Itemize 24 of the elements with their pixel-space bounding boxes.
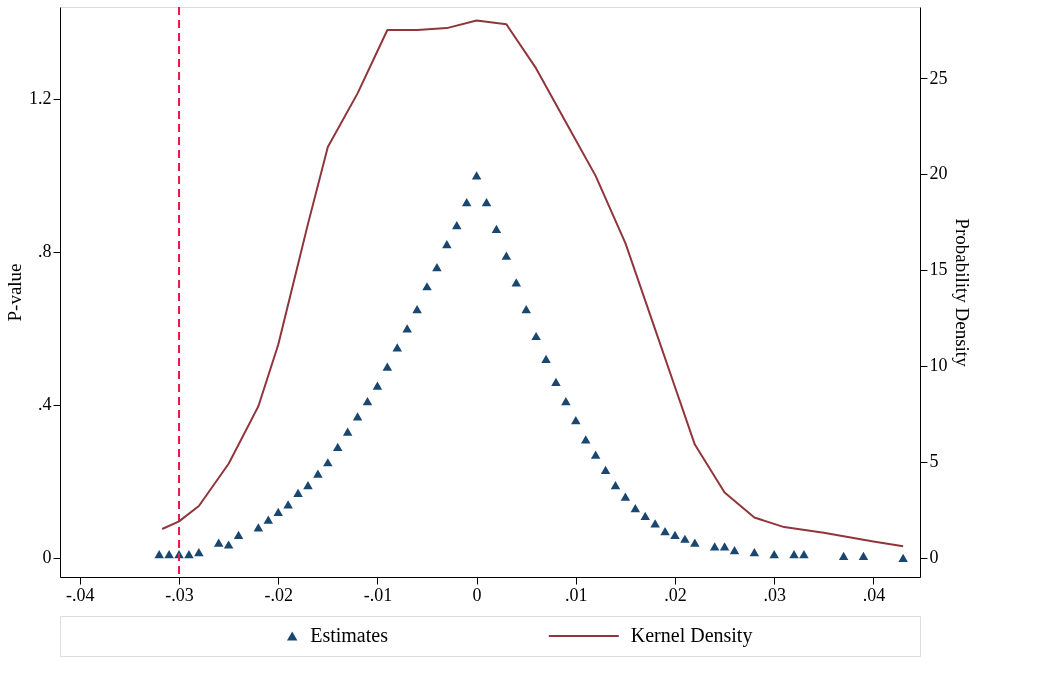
y2-tick-label: 25 — [929, 67, 948, 88]
x-tick-label: -.01 — [363, 584, 393, 605]
y-tick-label: 0 — [42, 547, 52, 568]
legend-label: Kernel Density — [630, 624, 753, 647]
y2-tick-label: 20 — [929, 163, 948, 184]
y-tick-label: .8 — [38, 241, 52, 262]
line-series — [161, 19, 905, 548]
x-tick-label: -.02 — [264, 584, 293, 605]
x-tick-label: .03 — [763, 584, 786, 605]
x-tick-label: .02 — [664, 584, 687, 605]
y2-axis-title: Probability Density — [951, 218, 973, 368]
x-tick-label: 0 — [472, 584, 482, 605]
legend-label: Estimates — [310, 624, 389, 646]
x-tick-label: -.04 — [66, 584, 95, 605]
y2-tick-label: 5 — [929, 451, 939, 472]
y2-tick-label: 0 — [929, 547, 939, 568]
y2-tick-label: 15 — [929, 259, 948, 280]
x-tick-label: -.03 — [165, 584, 194, 605]
y-tick-label: 1.2 — [29, 88, 52, 109]
y-axis-title: P-value — [4, 263, 25, 322]
y2-tick-label: 10 — [929, 355, 948, 376]
x-tick-label: .01 — [565, 584, 588, 605]
y-tick-label: .4 — [38, 394, 52, 415]
x-tick-label: .04 — [862, 584, 886, 605]
